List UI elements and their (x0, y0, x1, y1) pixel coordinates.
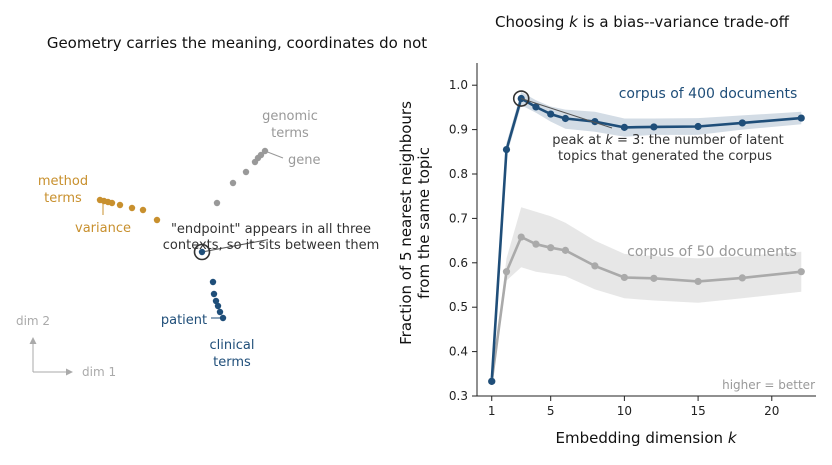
clinical-cluster-label-line1: clinical (210, 338, 255, 353)
clinical-point (216, 308, 224, 316)
y-tick-label: 1.0 (449, 78, 468, 92)
point-50-docs (547, 244, 555, 252)
point-400-docs (738, 119, 746, 127)
point-400-docs (547, 110, 555, 118)
method-point (116, 201, 124, 209)
point-400-docs (502, 145, 511, 154)
dim1-arrow-head (66, 368, 73, 376)
y-tick-label: 0.7 (449, 211, 468, 225)
line-400-docs (490, 97, 802, 382)
point-400-docs (620, 123, 628, 131)
point-50-docs (517, 233, 525, 241)
x-tick-label: 15 (690, 404, 705, 418)
point-50-docs (797, 268, 805, 276)
clinical-cluster: patient clinical terms (161, 278, 255, 370)
genomic-point (229, 179, 237, 187)
endpoint-highlight-ring (193, 243, 211, 261)
endpoint-note-line2: contexts, so it sits between them (163, 238, 379, 253)
y-tick-label: 0.4 (449, 345, 468, 359)
genomic-point (261, 147, 269, 155)
dim2-label: dim 2 (16, 314, 50, 328)
endpoint-note-line1: "endpoint" appears in all three (171, 222, 371, 237)
genomic-point (242, 168, 250, 176)
method-point (128, 204, 136, 212)
point-400-docs (650, 123, 658, 131)
point-50-docs (738, 274, 746, 282)
embedding-geometry-panel: Geometry carries the meaning, coordinate… (16, 34, 427, 379)
clinical-point (212, 297, 220, 305)
dim1-label: dim 1 (82, 365, 116, 379)
endpoint-point (198, 248, 206, 256)
series-lines (490, 97, 802, 382)
left-panel-title: Geometry carries the meaning, coordinate… (47, 34, 427, 52)
point-400-docs (488, 377, 496, 385)
y-axis-ticks: 0.3 0.4 0.5 0.6 0.7 0.8 0.9 1.0 (449, 78, 477, 403)
clinical-point (214, 302, 222, 310)
point-400-docs (561, 114, 570, 123)
method-cluster: method terms variance (38, 174, 161, 236)
x-tick-label: 10 (617, 404, 632, 418)
peak-highlight-ring (512, 90, 530, 107)
clinical-point (210, 290, 218, 298)
dim2-arrow-head (29, 337, 37, 344)
method-point (139, 206, 147, 214)
gene-leader-line (264, 150, 284, 159)
method-point (153, 216, 161, 224)
genomic-cluster: gene genomic terms (213, 109, 321, 207)
clinical-cluster-label-line2: terms (213, 355, 251, 370)
y-tick-label: 0.8 (449, 167, 468, 181)
endpoint-leader-line (201, 239, 267, 253)
genomic-point (213, 199, 221, 207)
endpoint-marker: "endpoint" appears in all three contexts… (163, 222, 379, 261)
x-axis-label: Embedding dimension k (555, 429, 737, 447)
y-tick-label: 0.5 (449, 300, 468, 314)
genomic-cluster-label-line2: terms (271, 126, 309, 141)
higher-is-better-note: higher = better (722, 378, 815, 392)
clinical-point (209, 278, 217, 286)
x-axis-ticks: 1 5 10 15 20 (488, 396, 779, 418)
variance-word-label: variance (75, 221, 131, 236)
point-50-docs (502, 268, 511, 276)
method-point (108, 199, 116, 207)
peak-leader-line (521, 98, 613, 129)
peak-annotation-line2: topics that generated the corpus (558, 149, 772, 164)
chart-title: Choosing k is a bias--variance trade-off (495, 13, 790, 31)
method-cluster-label-line2: terms (44, 191, 82, 206)
dimension-tradeoff-chart: Choosing k is a bias--variance trade-off… (397, 13, 816, 447)
x-tick-label: 1 (488, 404, 496, 418)
x-tick-label: 5 (547, 404, 555, 418)
genomic-point (251, 158, 259, 166)
peak-annotation-line1: peak at k = 3: the number of latent (552, 133, 784, 148)
line-50-docs (490, 235, 802, 382)
peak-annotation: peak at k = 3: the number of latent topi… (512, 90, 784, 164)
y-tick-label: 0.3 (449, 389, 468, 403)
x-tick-label: 20 (764, 404, 779, 418)
series-label-50: corpus of 50 documents (627, 244, 797, 260)
clinical-point (219, 314, 227, 322)
y-axis-label: Fraction of 5 nearest neighbours from th… (397, 101, 433, 345)
method-cluster-label-line1: method (38, 174, 88, 189)
point-50-docs (620, 273, 628, 282)
series-label-400: corpus of 400 documents (619, 86, 798, 102)
point-400-docs (797, 114, 805, 122)
y-tick-label: 0.9 (449, 123, 468, 137)
band-50-docs (491, 207, 802, 382)
y-axis-label-line2: from the same topic (415, 147, 433, 299)
gene-word-label: gene (288, 153, 321, 168)
point-50-docs (694, 277, 702, 286)
y-axis-label-line1: Fraction of 5 nearest neighbours (397, 101, 415, 345)
point-400-docs (532, 103, 540, 111)
point-50-docs (650, 274, 658, 282)
point-50-docs (561, 246, 570, 254)
genomic-cluster-label-line1: genomic (262, 109, 318, 124)
y-tick-label: 0.6 (449, 256, 468, 270)
dimension-axes-indicator: dim 1 dim 2 (16, 314, 116, 379)
patient-word-label: patient (161, 313, 207, 328)
point-50-docs (591, 262, 599, 270)
point-50-docs (532, 240, 540, 248)
point-400-docs (694, 122, 702, 131)
